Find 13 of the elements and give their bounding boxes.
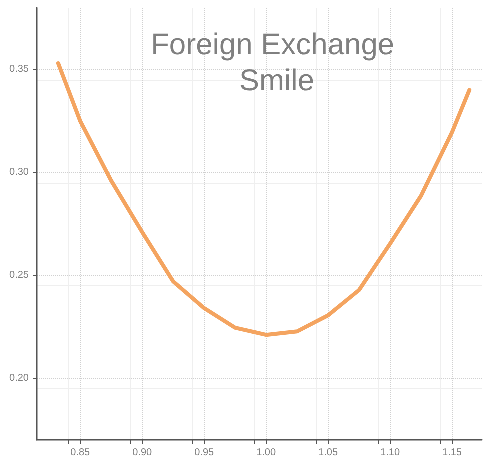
- x-tick-label: 0.90: [132, 448, 153, 458]
- x-tick-label: 1.10: [380, 448, 400, 458]
- x-tick-label: 1.05: [318, 448, 338, 458]
- x-tick-label: 0.85: [70, 448, 91, 458]
- y-tick-label: 0.25: [10, 270, 30, 281]
- y-tick-label: 0.35: [10, 64, 30, 76]
- x-tick-label: 1.00: [256, 448, 276, 458]
- line-series: [56, 62, 472, 338]
- x-tick-label: 1.15: [442, 448, 462, 458]
- x-tick-label: 0.95: [194, 448, 215, 458]
- text: Foreign Exchange Smile: [151, 28, 403, 98]
- y-tick-label: 0.30: [10, 167, 30, 178]
- y-tick-label: 0.20: [10, 372, 30, 384]
